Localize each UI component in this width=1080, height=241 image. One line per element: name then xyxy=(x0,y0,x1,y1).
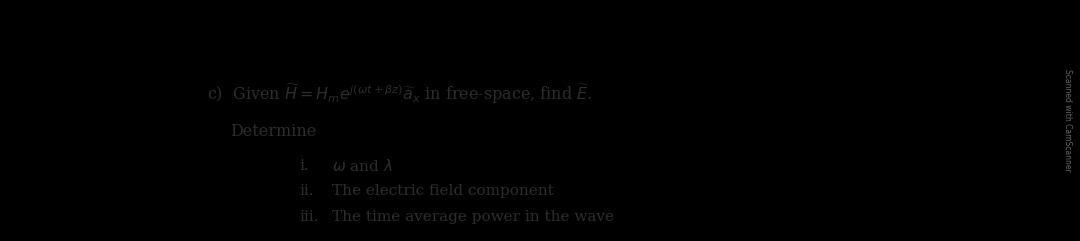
Text: The time average power in the wave: The time average power in the wave xyxy=(332,210,613,224)
Text: The electric field component: The electric field component xyxy=(332,184,554,198)
Text: iii.: iii. xyxy=(299,210,319,224)
Text: i.: i. xyxy=(299,159,309,173)
Text: Scanned with CamScanner: Scanned with CamScanner xyxy=(1063,69,1071,172)
Text: Determine: Determine xyxy=(230,123,316,140)
Text: $\omega$ and $\lambda$: $\omega$ and $\lambda$ xyxy=(332,158,392,174)
Text: ii.: ii. xyxy=(299,184,314,198)
Text: c)  Given $\widetilde{H} = H_m e^{j(\omega t + \beta z)} \widetilde{a}_x$ in fre: c) Given $\widetilde{H} = H_m e^{j(\omeg… xyxy=(207,82,593,106)
